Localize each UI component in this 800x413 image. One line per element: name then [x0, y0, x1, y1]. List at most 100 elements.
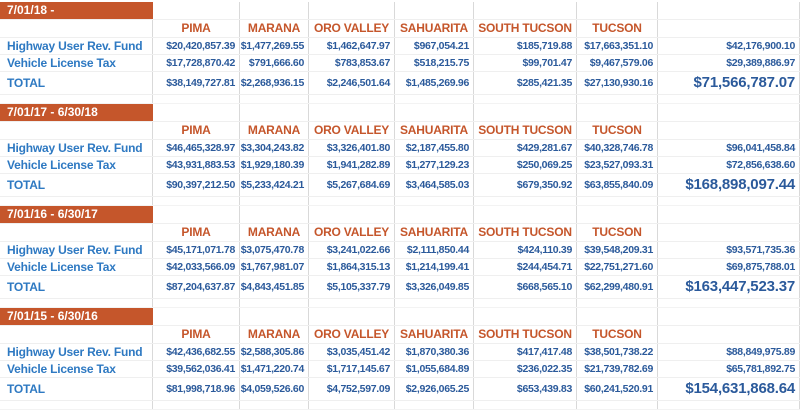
- value-cell[interactable]: $9,467,579.06: [577, 55, 658, 71]
- empty-cell[interactable]: [153, 197, 240, 205]
- empty-cell[interactable]: [658, 2, 800, 19]
- period-cell[interactable]: 7/01/16 - 6/30/17: [0, 206, 153, 223]
- empty-cell[interactable]: [474, 2, 577, 19]
- empty-cell[interactable]: [0, 401, 153, 409]
- empty-cell[interactable]: [395, 401, 474, 409]
- row-total-cell[interactable]: $29,389,886.97: [658, 55, 800, 71]
- empty-cell[interactable]: [577, 308, 658, 325]
- column-header-tucson[interactable]: TUCSON: [577, 326, 658, 343]
- empty-cell[interactable]: [240, 197, 309, 205]
- empty-cell[interactable]: [153, 308, 240, 325]
- total-cell[interactable]: $4,843,451.85: [240, 276, 309, 298]
- value-cell[interactable]: $1,462,647.97: [309, 38, 395, 54]
- column-header-sahuarita[interactable]: SAHUARITA: [395, 326, 474, 343]
- column-header-south-tucson[interactable]: SOUTH TUCSON: [474, 20, 577, 37]
- empty-cell[interactable]: [309, 95, 395, 103]
- empty-cell[interactable]: [309, 197, 395, 205]
- empty-cell[interactable]: [0, 299, 153, 307]
- value-cell[interactable]: $518,215.75: [395, 55, 474, 71]
- value-cell[interactable]: $967,054.21: [395, 38, 474, 54]
- column-header-oro-valley[interactable]: ORO VALLEY: [309, 326, 395, 343]
- empty-cell[interactable]: [309, 2, 395, 19]
- total-cell[interactable]: $87,204,637.87: [153, 276, 240, 298]
- row-total-cell[interactable]: $42,176,900.10: [658, 38, 800, 54]
- value-cell[interactable]: $22,751,271.60: [577, 259, 658, 275]
- value-cell[interactable]: $791,666.60: [240, 55, 309, 71]
- total-cell[interactable]: $62,299,480.91: [577, 276, 658, 298]
- value-cell[interactable]: $429,281.67: [474, 140, 577, 156]
- total-cell[interactable]: $3,326,049.85: [395, 276, 474, 298]
- empty-cell[interactable]: [240, 299, 309, 307]
- empty-cell[interactable]: [395, 197, 474, 205]
- row-label-total[interactable]: TOTAL: [0, 72, 153, 94]
- empty-cell[interactable]: [577, 206, 658, 223]
- total-cell[interactable]: $679,350.92: [474, 174, 577, 196]
- value-cell[interactable]: $99,701.47: [474, 55, 577, 71]
- empty-cell[interactable]: [240, 308, 309, 325]
- value-cell[interactable]: $2,111,850.44: [395, 242, 474, 258]
- total-cell[interactable]: $5,267,684.69: [309, 174, 395, 196]
- row-total-cell[interactable]: $93,571,735.36: [658, 242, 800, 258]
- column-header-tucson[interactable]: TUCSON: [577, 20, 658, 37]
- total-cell[interactable]: $81,998,718.96: [153, 378, 240, 400]
- empty-cell[interactable]: [658, 95, 800, 103]
- column-header-sahuarita[interactable]: SAHUARITA: [395, 20, 474, 37]
- period-cell[interactable]: 7/01/15 - 6/30/16: [0, 308, 153, 325]
- value-cell[interactable]: $1,055,684.89: [395, 361, 474, 377]
- empty-cell[interactable]: [240, 401, 309, 409]
- empty-cell[interactable]: [658, 197, 800, 205]
- grand-total-cell[interactable]: $71,566,787.07: [658, 72, 800, 94]
- empty-cell[interactable]: [0, 122, 153, 139]
- total-cell[interactable]: $38,149,727.81: [153, 72, 240, 94]
- total-cell[interactable]: $653,439.83: [474, 378, 577, 400]
- value-cell[interactable]: $417,417.48: [474, 344, 577, 360]
- empty-cell[interactable]: [0, 197, 153, 205]
- row-label-total[interactable]: TOTAL: [0, 378, 153, 400]
- value-cell[interactable]: $38,501,738.22: [577, 344, 658, 360]
- value-cell[interactable]: $2,588,305.86: [240, 344, 309, 360]
- column-header-marana[interactable]: MARANA: [240, 326, 309, 343]
- empty-cell[interactable]: [395, 95, 474, 103]
- empty-cell[interactable]: [0, 20, 153, 37]
- period-cell[interactable]: 7/01/17 - 6/30/18: [0, 104, 153, 121]
- empty-cell[interactable]: [240, 95, 309, 103]
- empty-cell[interactable]: [474, 308, 577, 325]
- grand-total-cell[interactable]: $154,631,868.64: [658, 378, 800, 400]
- total-cell[interactable]: $2,926,065.25: [395, 378, 474, 400]
- column-header-pima[interactable]: PIMA: [153, 224, 240, 241]
- value-cell[interactable]: $2,187,455.80: [395, 140, 474, 156]
- empty-cell[interactable]: [658, 299, 800, 307]
- column-header-oro-valley[interactable]: ORO VALLEY: [309, 224, 395, 241]
- column-header-south-tucson[interactable]: SOUTH TUCSON: [474, 224, 577, 241]
- empty-cell[interactable]: [658, 104, 800, 121]
- column-header-marana[interactable]: MARANA: [240, 122, 309, 139]
- empty-cell[interactable]: [240, 2, 309, 19]
- total-cell[interactable]: $285,421.35: [474, 72, 577, 94]
- empty-cell[interactable]: [153, 2, 240, 19]
- row-label-vlt[interactable]: Vehicle License Tax: [0, 157, 153, 173]
- empty-cell[interactable]: [153, 95, 240, 103]
- value-cell[interactable]: $3,035,451.42: [309, 344, 395, 360]
- value-cell[interactable]: $39,562,036.41: [153, 361, 240, 377]
- empty-cell[interactable]: [474, 95, 577, 103]
- value-cell[interactable]: $17,663,351.10: [577, 38, 658, 54]
- empty-cell[interactable]: [395, 2, 474, 19]
- column-header-sahuarita[interactable]: SAHUARITA: [395, 224, 474, 241]
- empty-cell[interactable]: [658, 401, 800, 409]
- value-cell[interactable]: $40,328,746.78: [577, 140, 658, 156]
- total-cell[interactable]: $27,130,930.16: [577, 72, 658, 94]
- empty-cell[interactable]: [577, 95, 658, 103]
- value-cell[interactable]: $1,929,180.39: [240, 157, 309, 173]
- value-cell[interactable]: $783,853.67: [309, 55, 395, 71]
- row-total-cell[interactable]: $65,781,892.75: [658, 361, 800, 377]
- row-label-vlt[interactable]: Vehicle License Tax: [0, 259, 153, 275]
- column-header-pima[interactable]: PIMA: [153, 326, 240, 343]
- column-header-pima[interactable]: PIMA: [153, 122, 240, 139]
- row-total-cell[interactable]: $72,856,638.60: [658, 157, 800, 173]
- empty-cell[interactable]: [577, 299, 658, 307]
- row-label-hurf[interactable]: Highway User Rev. Fund: [0, 38, 153, 54]
- empty-cell[interactable]: [474, 197, 577, 205]
- value-cell[interactable]: $1,214,199.41: [395, 259, 474, 275]
- empty-cell[interactable]: [0, 95, 153, 103]
- empty-cell[interactable]: [658, 224, 800, 241]
